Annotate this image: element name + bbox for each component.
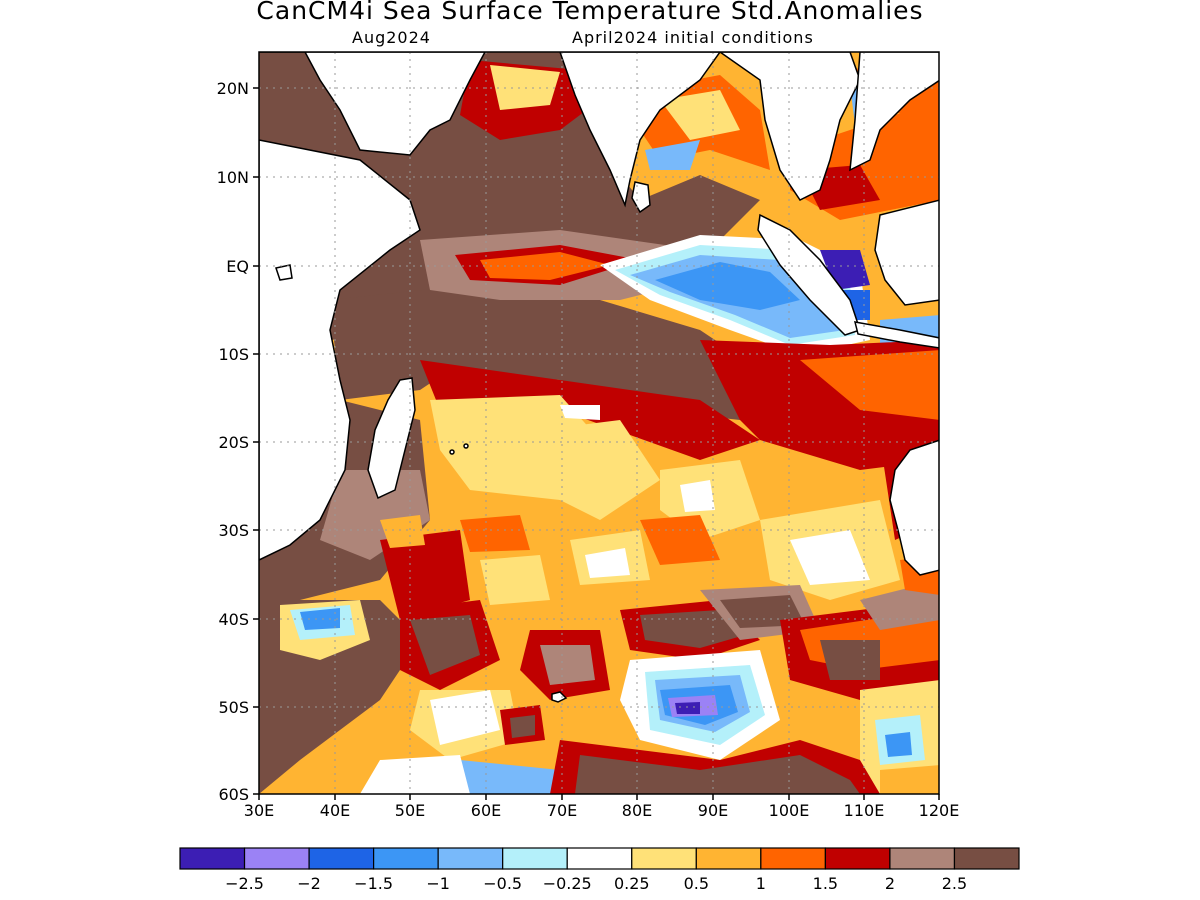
longitude-tick-label: 50E bbox=[395, 801, 425, 820]
africa-arabia-landmass bbox=[259, 52, 486, 156]
latitude-axis: 20N 10N EQ 10S 20S 30S 40S 50S 60S bbox=[217, 79, 259, 804]
longitude-tick-label: 80E bbox=[622, 801, 652, 820]
longitude-tick-label: 100E bbox=[769, 801, 810, 820]
colorbar-swatch bbox=[953, 847, 1020, 870]
longitude-tick-label: 120E bbox=[919, 801, 960, 820]
map-frame bbox=[258, 51, 940, 795]
colorbar-label: −2.5 bbox=[225, 874, 264, 893]
initial-conditions-subtitle: April2024 initial conditions bbox=[572, 28, 814, 47]
longitude-tick-label: 90E bbox=[698, 801, 728, 820]
colorbar-swatch bbox=[308, 847, 375, 870]
kerguelen-island bbox=[551, 691, 568, 703]
colorbar-label: −0.25 bbox=[543, 874, 592, 893]
longitude-tick-label: 70E bbox=[547, 801, 577, 820]
longitude-tick-label: 30E bbox=[244, 801, 274, 820]
sri-lanka-island bbox=[631, 181, 651, 214]
colorbar-label: 1 bbox=[756, 874, 766, 893]
indochina-landmass bbox=[849, 52, 939, 172]
southeast-asia-landmass bbox=[718, 52, 861, 201]
colorbar-swatch bbox=[437, 847, 504, 870]
latitude-tick-label: 20N bbox=[217, 79, 249, 98]
colorbar-swatch bbox=[179, 847, 246, 870]
reunion-island bbox=[449, 449, 455, 455]
colorbar-label: −1.5 bbox=[354, 874, 393, 893]
colorbar-swatch bbox=[760, 847, 826, 870]
colorbar-label: 2 bbox=[885, 874, 895, 893]
anomaly-field bbox=[259, 52, 939, 794]
colorbar-label: 1.5 bbox=[813, 874, 838, 893]
sumatra-island bbox=[757, 213, 861, 336]
borneo-island bbox=[874, 199, 939, 306]
latitude-tick-label: 50S bbox=[218, 698, 249, 717]
india-landmass bbox=[559, 52, 721, 208]
latitude-tick-label: EQ bbox=[226, 257, 249, 276]
madagascar-island bbox=[367, 377, 416, 500]
colorbar-legend: −2.5 −2 −1.5 −1 −0.5 −0.25 0.25 0.5 1 1.5 2 2.5 bbox=[179, 847, 1020, 893]
colorbar-label: 2.5 bbox=[942, 874, 967, 893]
latitude-tick-label: 10S bbox=[218, 345, 249, 364]
colorbar-swatch bbox=[631, 847, 697, 870]
colorbar-swatch bbox=[566, 847, 633, 870]
longitude-tick-label: 110E bbox=[844, 801, 885, 820]
colorbar-swatch bbox=[889, 847, 956, 870]
latitude-tick-label: 40S bbox=[218, 610, 249, 629]
forecast-month-subtitle: Aug2024 bbox=[352, 28, 431, 47]
colorbar-swatch bbox=[373, 847, 439, 870]
latitude-tick-label: 10N bbox=[217, 168, 249, 187]
socotra-island bbox=[275, 264, 293, 281]
colorbar-label: −2 bbox=[297, 874, 321, 893]
land-masses bbox=[259, 52, 939, 703]
java-island bbox=[853, 321, 939, 349]
colorbar-label: −0.5 bbox=[483, 874, 522, 893]
map-title: CanCM4i Sea Surface Temperature Std.Anom… bbox=[256, 0, 924, 25]
graticule-grid bbox=[259, 52, 939, 794]
latitude-tick-label: 20S bbox=[218, 433, 249, 452]
colorbar-swatch bbox=[243, 847, 310, 870]
colorbar-label: 0.25 bbox=[614, 874, 650, 893]
colorbar-swatch bbox=[824, 847, 891, 870]
longitude-tick-label: 40E bbox=[320, 801, 350, 820]
longitude-axis: 30E 40E 50E 60E 70E 80E 90E 100E 110E 120E bbox=[244, 794, 960, 820]
latitude-tick-label: 60S bbox=[218, 785, 249, 804]
colorbar-label: −1 bbox=[426, 874, 450, 893]
colorbar-swatch bbox=[695, 847, 762, 870]
colorbar-label: 0.5 bbox=[684, 874, 709, 893]
longitude-tick-label: 60E bbox=[471, 801, 501, 820]
latitude-tick-label: 30S bbox=[218, 521, 249, 540]
mauritius-island bbox=[463, 443, 469, 449]
colorbar-swatch bbox=[502, 847, 568, 870]
